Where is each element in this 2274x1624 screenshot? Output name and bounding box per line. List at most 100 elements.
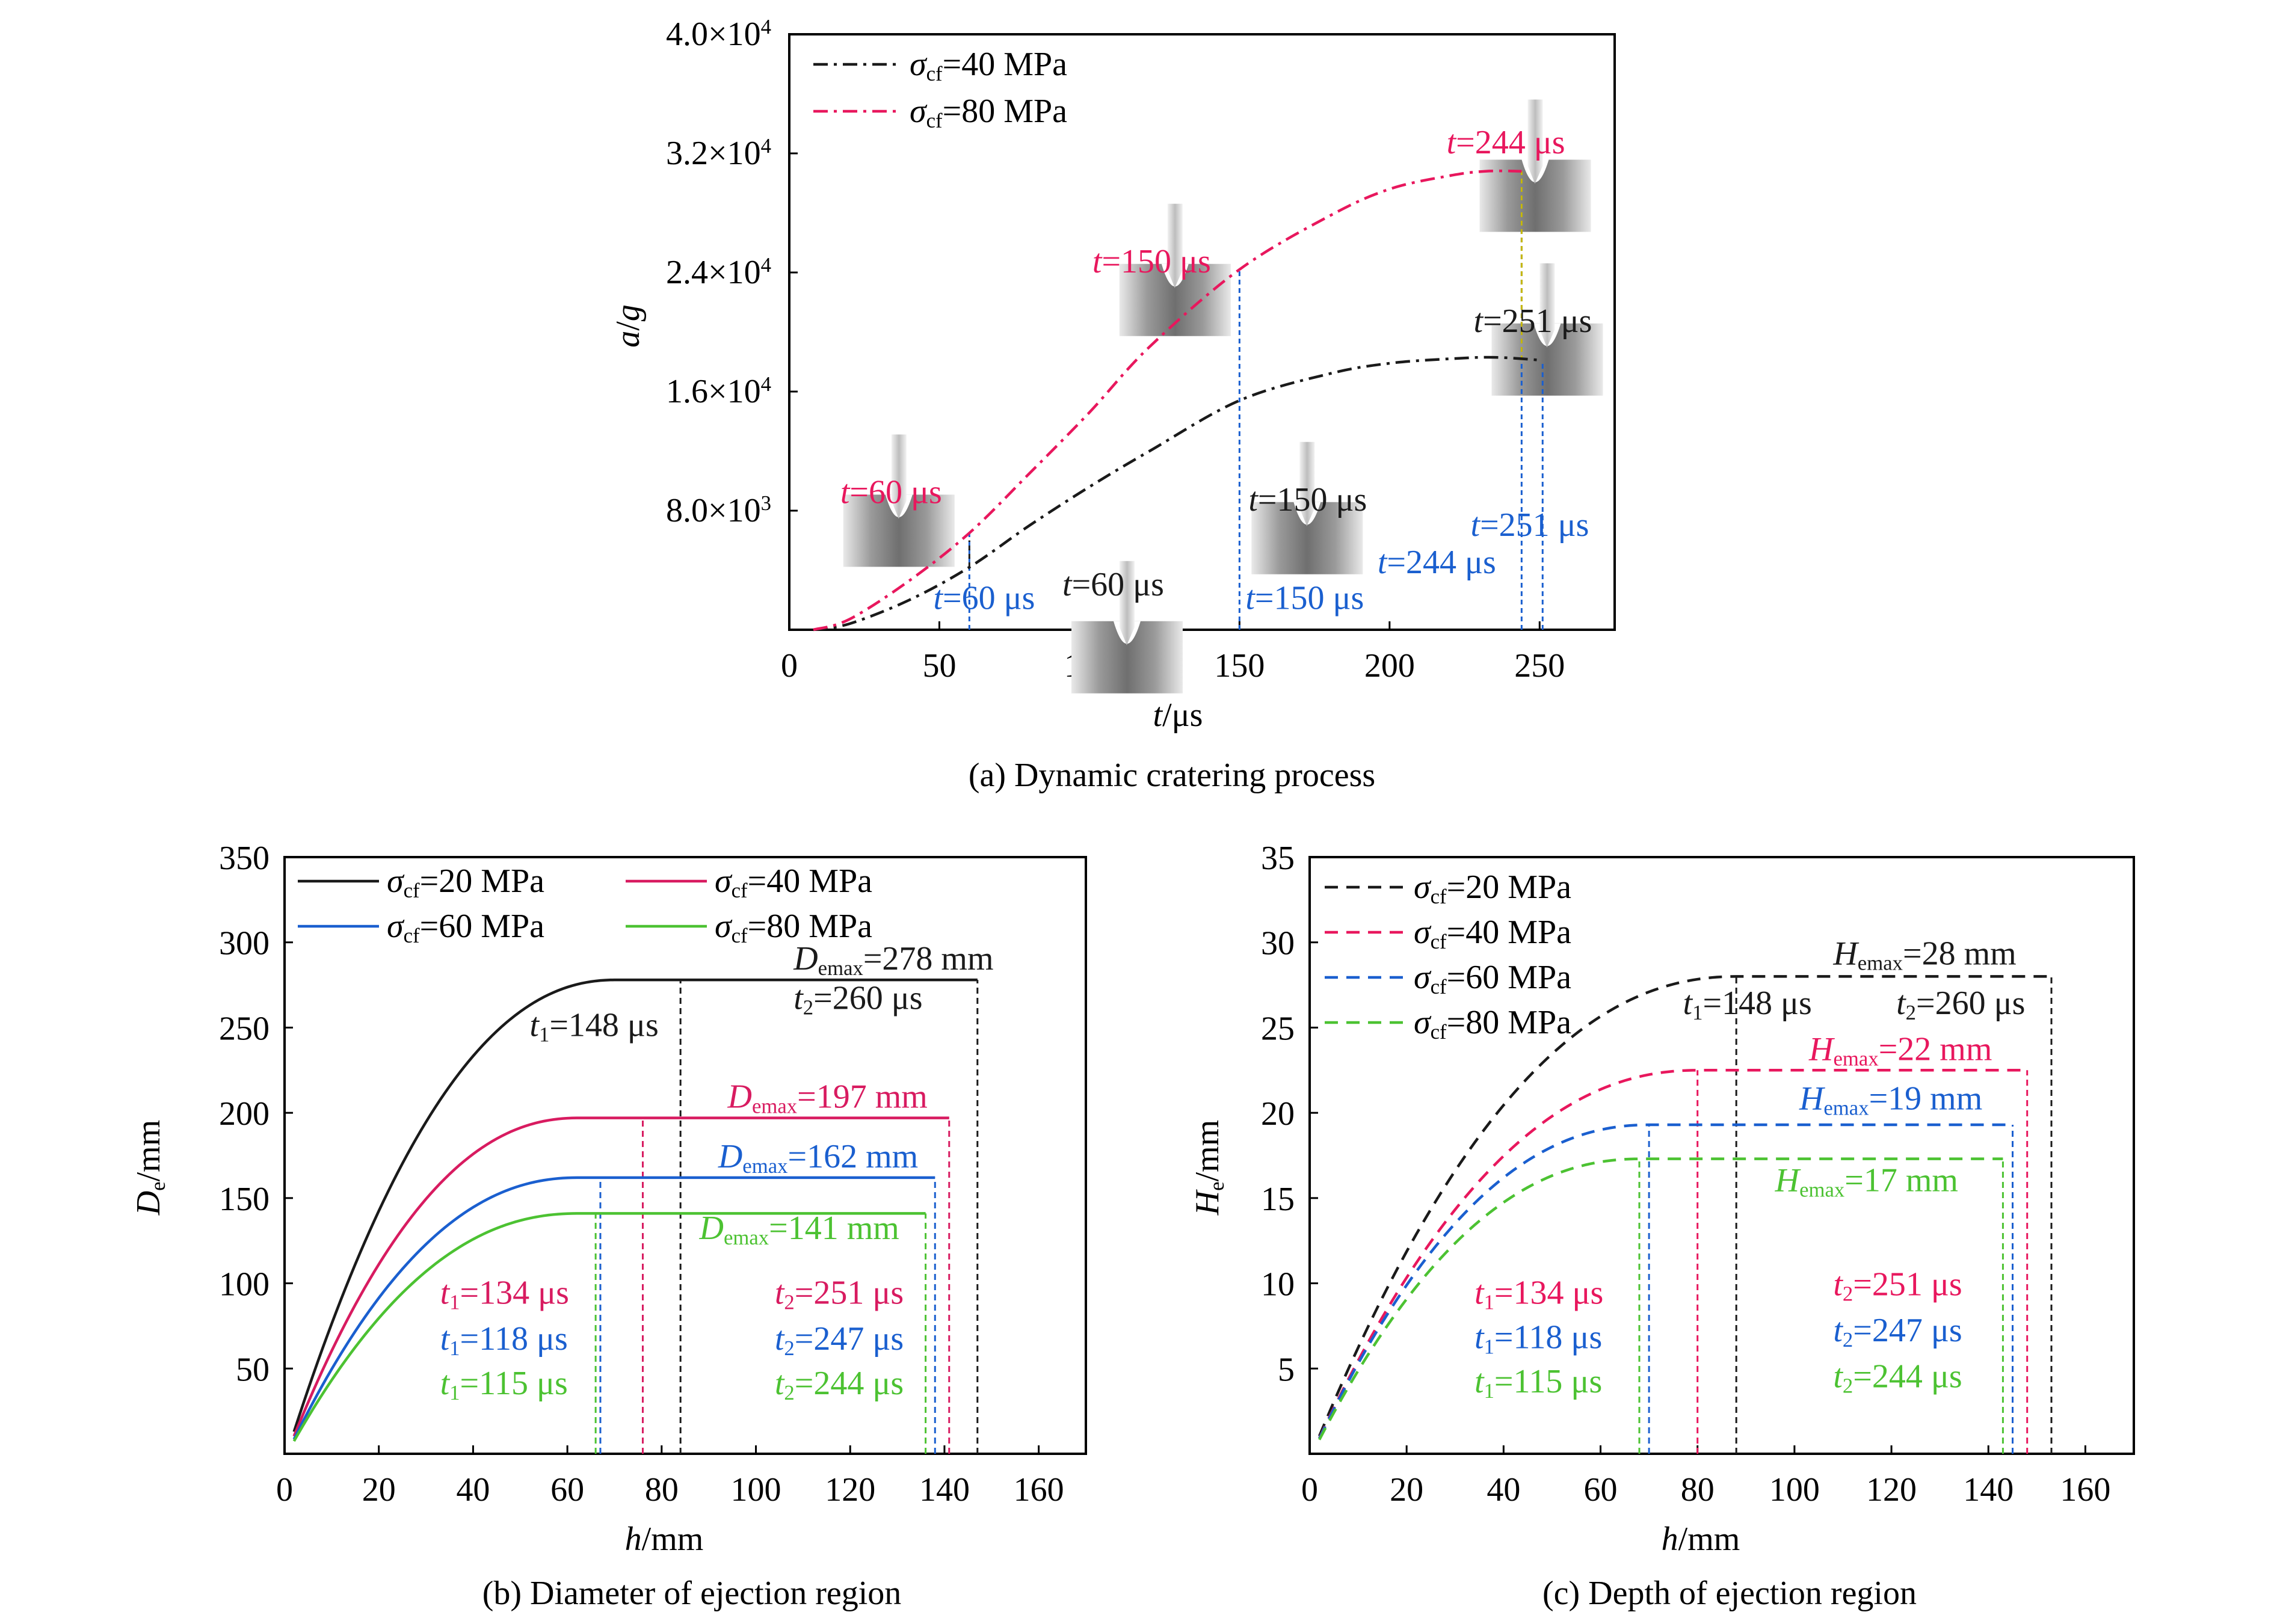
annotation-label: t2=251 μs bbox=[775, 1275, 904, 1314]
annotation-label: t=251 μs bbox=[1471, 506, 1589, 544]
x-tick-label: 80 bbox=[645, 1471, 679, 1509]
annotation-label: t1=115 μs bbox=[1474, 1363, 1602, 1403]
y-tick-label: 20 bbox=[1261, 1095, 1295, 1133]
annotation-label: t1=134 μs bbox=[440, 1275, 569, 1314]
panel-caption: (a) Dynamic cratering process bbox=[969, 757, 1375, 794]
annotation-label: t2=260 μs bbox=[793, 979, 922, 1019]
penetrator-rod bbox=[891, 434, 907, 519]
annotation-label: t=244 μs bbox=[1447, 124, 1565, 161]
x-tick-label: 60 bbox=[1584, 1471, 1618, 1509]
series-line-sigma-80 bbox=[813, 169, 1522, 632]
annotation-label: Demax=162 mm bbox=[718, 1138, 918, 1178]
annotation-label: t1=148 μs bbox=[1683, 985, 1812, 1024]
plot-frame bbox=[788, 33, 1616, 631]
legend-entry: σcf=40 MPa bbox=[910, 46, 1067, 85]
x-tick-label: 250 bbox=[1514, 647, 1565, 684]
annotation-label: t2=247 μs bbox=[1833, 1312, 1962, 1352]
legend-entry: σcf=40 MPa bbox=[1414, 914, 1571, 953]
annotation-label: t=150 μs bbox=[1248, 481, 1367, 518]
x-tick-label: 20 bbox=[362, 1471, 396, 1509]
y-axis-label: He/mm bbox=[1189, 1120, 1228, 1216]
annotation-label: Demax=197 mm bbox=[727, 1078, 928, 1118]
x-axis-label: h/mm bbox=[1662, 1521, 1740, 1558]
annotation-label: Hemax=19 mm bbox=[1799, 1080, 1982, 1119]
penetrator-rod bbox=[1167, 203, 1183, 288]
plot-frame bbox=[283, 856, 1087, 1455]
x-axis-label: h/mm bbox=[625, 1521, 704, 1558]
y-axis-label: De/mm bbox=[130, 1120, 170, 1216]
annotation-label: t1=118 μs bbox=[1474, 1318, 1602, 1358]
annotation-label: t=150 μs bbox=[1092, 243, 1211, 280]
y-axis-label: a/g bbox=[609, 304, 647, 348]
annotation-label: t1=115 μs bbox=[440, 1365, 568, 1404]
x-tick-label: 40 bbox=[1487, 1471, 1520, 1509]
panel-a: 0501001502002508.0×1031.6×1042.4×1043.2×… bbox=[609, 15, 1616, 794]
annotation-label: t2=251 μs bbox=[1833, 1266, 1962, 1305]
x-tick-label: 20 bbox=[1390, 1471, 1423, 1509]
x-tick-label: 100 bbox=[1769, 1471, 1820, 1509]
series-line-sigma-60 bbox=[1318, 1123, 2013, 1439]
legend-entry: σcf=80 MPa bbox=[910, 93, 1067, 132]
x-tick-label: 160 bbox=[1014, 1471, 1064, 1509]
x-tick-label: 50 bbox=[922, 647, 956, 684]
series-line-sigma-60 bbox=[292, 1176, 935, 1440]
x-tick-label: 140 bbox=[1963, 1471, 2014, 1509]
x-tick-label: 60 bbox=[550, 1471, 584, 1509]
penetrator-rod bbox=[1539, 263, 1555, 348]
x-tick-label: 120 bbox=[1866, 1471, 1917, 1509]
penetrator-rod bbox=[1527, 99, 1543, 184]
series-line-sigma-20 bbox=[292, 978, 978, 1433]
y-tick-label: 1.6×104 bbox=[666, 372, 771, 410]
series-line-sigma-40 bbox=[292, 1116, 949, 1437]
x-tick-label: 80 bbox=[1681, 1471, 1715, 1509]
legend-entry: σcf=80 MPa bbox=[715, 908, 872, 947]
x-tick-label: 150 bbox=[1214, 647, 1265, 684]
x-tick-label: 120 bbox=[825, 1471, 875, 1509]
penetrator-rod bbox=[1299, 441, 1315, 526]
legend-entry: σcf=40 MPa bbox=[715, 863, 872, 902]
x-tick-label: 140 bbox=[919, 1471, 970, 1509]
x-tick-label: 0 bbox=[781, 647, 798, 684]
y-tick-label: 35 bbox=[1261, 840, 1295, 877]
plot-frame bbox=[1308, 856, 2135, 1455]
annotation-label: t2=244 μs bbox=[1833, 1358, 1962, 1397]
series-line-sigma-40 bbox=[813, 355, 1543, 632]
y-tick-label: 250 bbox=[219, 1010, 270, 1047]
y-tick-label: 10 bbox=[1261, 1266, 1295, 1303]
annotation-label: Demax=141 mm bbox=[699, 1210, 899, 1249]
annotation-label: t2=260 μs bbox=[1896, 985, 2025, 1024]
annotation-label: t=60 μs bbox=[1062, 566, 1164, 603]
x-tick-label: 0 bbox=[1301, 1471, 1318, 1509]
y-tick-label: 2.4×104 bbox=[666, 253, 771, 291]
legend-entry: σcf=20 MPa bbox=[387, 863, 544, 902]
annotation-label: Hemax=17 mm bbox=[1775, 1162, 1958, 1202]
y-tick-label: 200 bbox=[219, 1095, 270, 1133]
annotation-label: t2=247 μs bbox=[775, 1320, 904, 1360]
y-tick-label: 150 bbox=[219, 1181, 270, 1218]
legend-entry: σcf=60 MPa bbox=[387, 908, 544, 947]
y-tick-label: 3.2×104 bbox=[666, 134, 771, 172]
panel-caption: (b) Diameter of ejection region bbox=[482, 1575, 902, 1612]
annotation-label: t=251 μs bbox=[1474, 303, 1592, 340]
series-line-sigma-80 bbox=[1318, 1157, 2003, 1441]
x-tick-label: 100 bbox=[731, 1471, 781, 1509]
annotation-label: t1=148 μs bbox=[529, 1007, 658, 1047]
annotation-label: t=60 μs bbox=[840, 474, 942, 511]
y-tick-label: 15 bbox=[1261, 1181, 1295, 1218]
crater-inset-image bbox=[1491, 263, 1603, 396]
panel-caption: (c) Depth of ejection region bbox=[1542, 1575, 1917, 1612]
annotation-label: Hemax=28 mm bbox=[1832, 935, 2016, 975]
legend-entry: σcf=60 MPa bbox=[1414, 959, 1571, 998]
y-tick-label: 5 bbox=[1278, 1351, 1295, 1388]
panel-b: 0 20 40 60 80 100 120 140 160 50 100 150 200 250 300 35… bbox=[130, 840, 1087, 1612]
series-line-sigma-40 bbox=[1318, 1069, 2027, 1439]
x-tick-label: 200 bbox=[1364, 647, 1415, 684]
x-axis-label: t/μs bbox=[1153, 697, 1203, 734]
annotation-label: Demax=278 mm bbox=[793, 940, 993, 980]
crater-inset-image bbox=[1251, 441, 1363, 574]
y-tick-label: 4.0×104 bbox=[666, 15, 771, 53]
crater-inset-image bbox=[1479, 99, 1591, 232]
y-tick-label: 25 bbox=[1261, 1010, 1295, 1047]
y-tick-label: 30 bbox=[1261, 925, 1295, 962]
